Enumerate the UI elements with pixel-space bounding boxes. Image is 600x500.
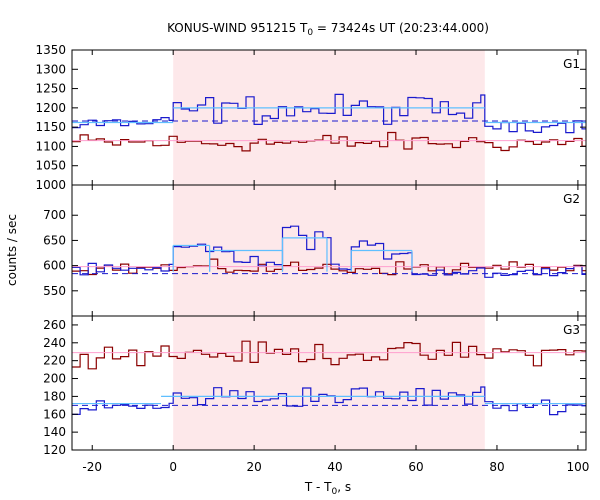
y-tick-label: 1150	[35, 120, 66, 134]
shaded-interval	[173, 50, 485, 185]
y-tick-label: 550	[43, 284, 66, 298]
x-tick-label: 20	[246, 460, 261, 474]
x-tick-label: 80	[489, 460, 504, 474]
red-series-g3	[72, 340, 586, 370]
y-tick-label: 120	[43, 443, 66, 457]
blue-series-g1	[72, 93, 586, 134]
chart-title: KONUS-WIND 951215 T0 = 73424s UT (20:23:…	[167, 21, 489, 38]
y-tick-label: 260	[43, 318, 66, 332]
title-text-pre: KONUS-WIND 951215 T	[167, 21, 308, 35]
y-tick-label: 1250	[35, 82, 66, 96]
y-tick-label: 1050	[35, 159, 66, 173]
y-tick-label: 1100	[35, 139, 66, 153]
y-tick-label: 140	[43, 425, 66, 439]
blue-series-g2	[72, 225, 586, 278]
panel-label: G1	[563, 57, 580, 71]
y-tick-label: 700	[43, 208, 66, 222]
shaded-interval	[173, 316, 485, 450]
plot-layer: G110001050110011501200125013001350G25506…	[35, 43, 589, 474]
x-tick-label: 0	[169, 460, 177, 474]
y-axis-label: counts / sec	[5, 214, 19, 286]
x-axis-label: T - T0, s	[304, 480, 351, 497]
y-tick-label: 1000	[35, 178, 66, 192]
y-tick-label: 220	[43, 354, 66, 368]
red-series-g1	[72, 131, 586, 152]
panel-label: G2	[563, 192, 580, 206]
x-tick-label: 100	[566, 460, 589, 474]
title-text-post: = 73424s UT (20:23:44.000)	[313, 21, 489, 35]
y-tick-label: 180	[43, 389, 66, 403]
x-tick-label: 60	[408, 460, 423, 474]
panel-label: G3	[563, 323, 580, 337]
y-tick-label: 1350	[35, 43, 66, 57]
y-tick-label: 1300	[35, 62, 66, 76]
x-tick-label: -20	[82, 460, 102, 474]
y-tick-label: 160	[43, 407, 66, 421]
title-subscript: 0	[307, 28, 313, 38]
x-tick-label: 40	[327, 460, 342, 474]
x-label-pre: T - T	[304, 480, 332, 494]
y-tick-label: 240	[43, 336, 66, 350]
y-tick-label: 1200	[35, 101, 66, 115]
x-label-subscript: 0	[332, 487, 338, 497]
y-tick-label: 600	[43, 259, 66, 273]
y-tick-label: 200	[43, 372, 66, 386]
panel-frame	[71, 315, 587, 451]
y-tick-label: 650	[43, 233, 66, 247]
x-label-post: , s	[337, 480, 351, 494]
